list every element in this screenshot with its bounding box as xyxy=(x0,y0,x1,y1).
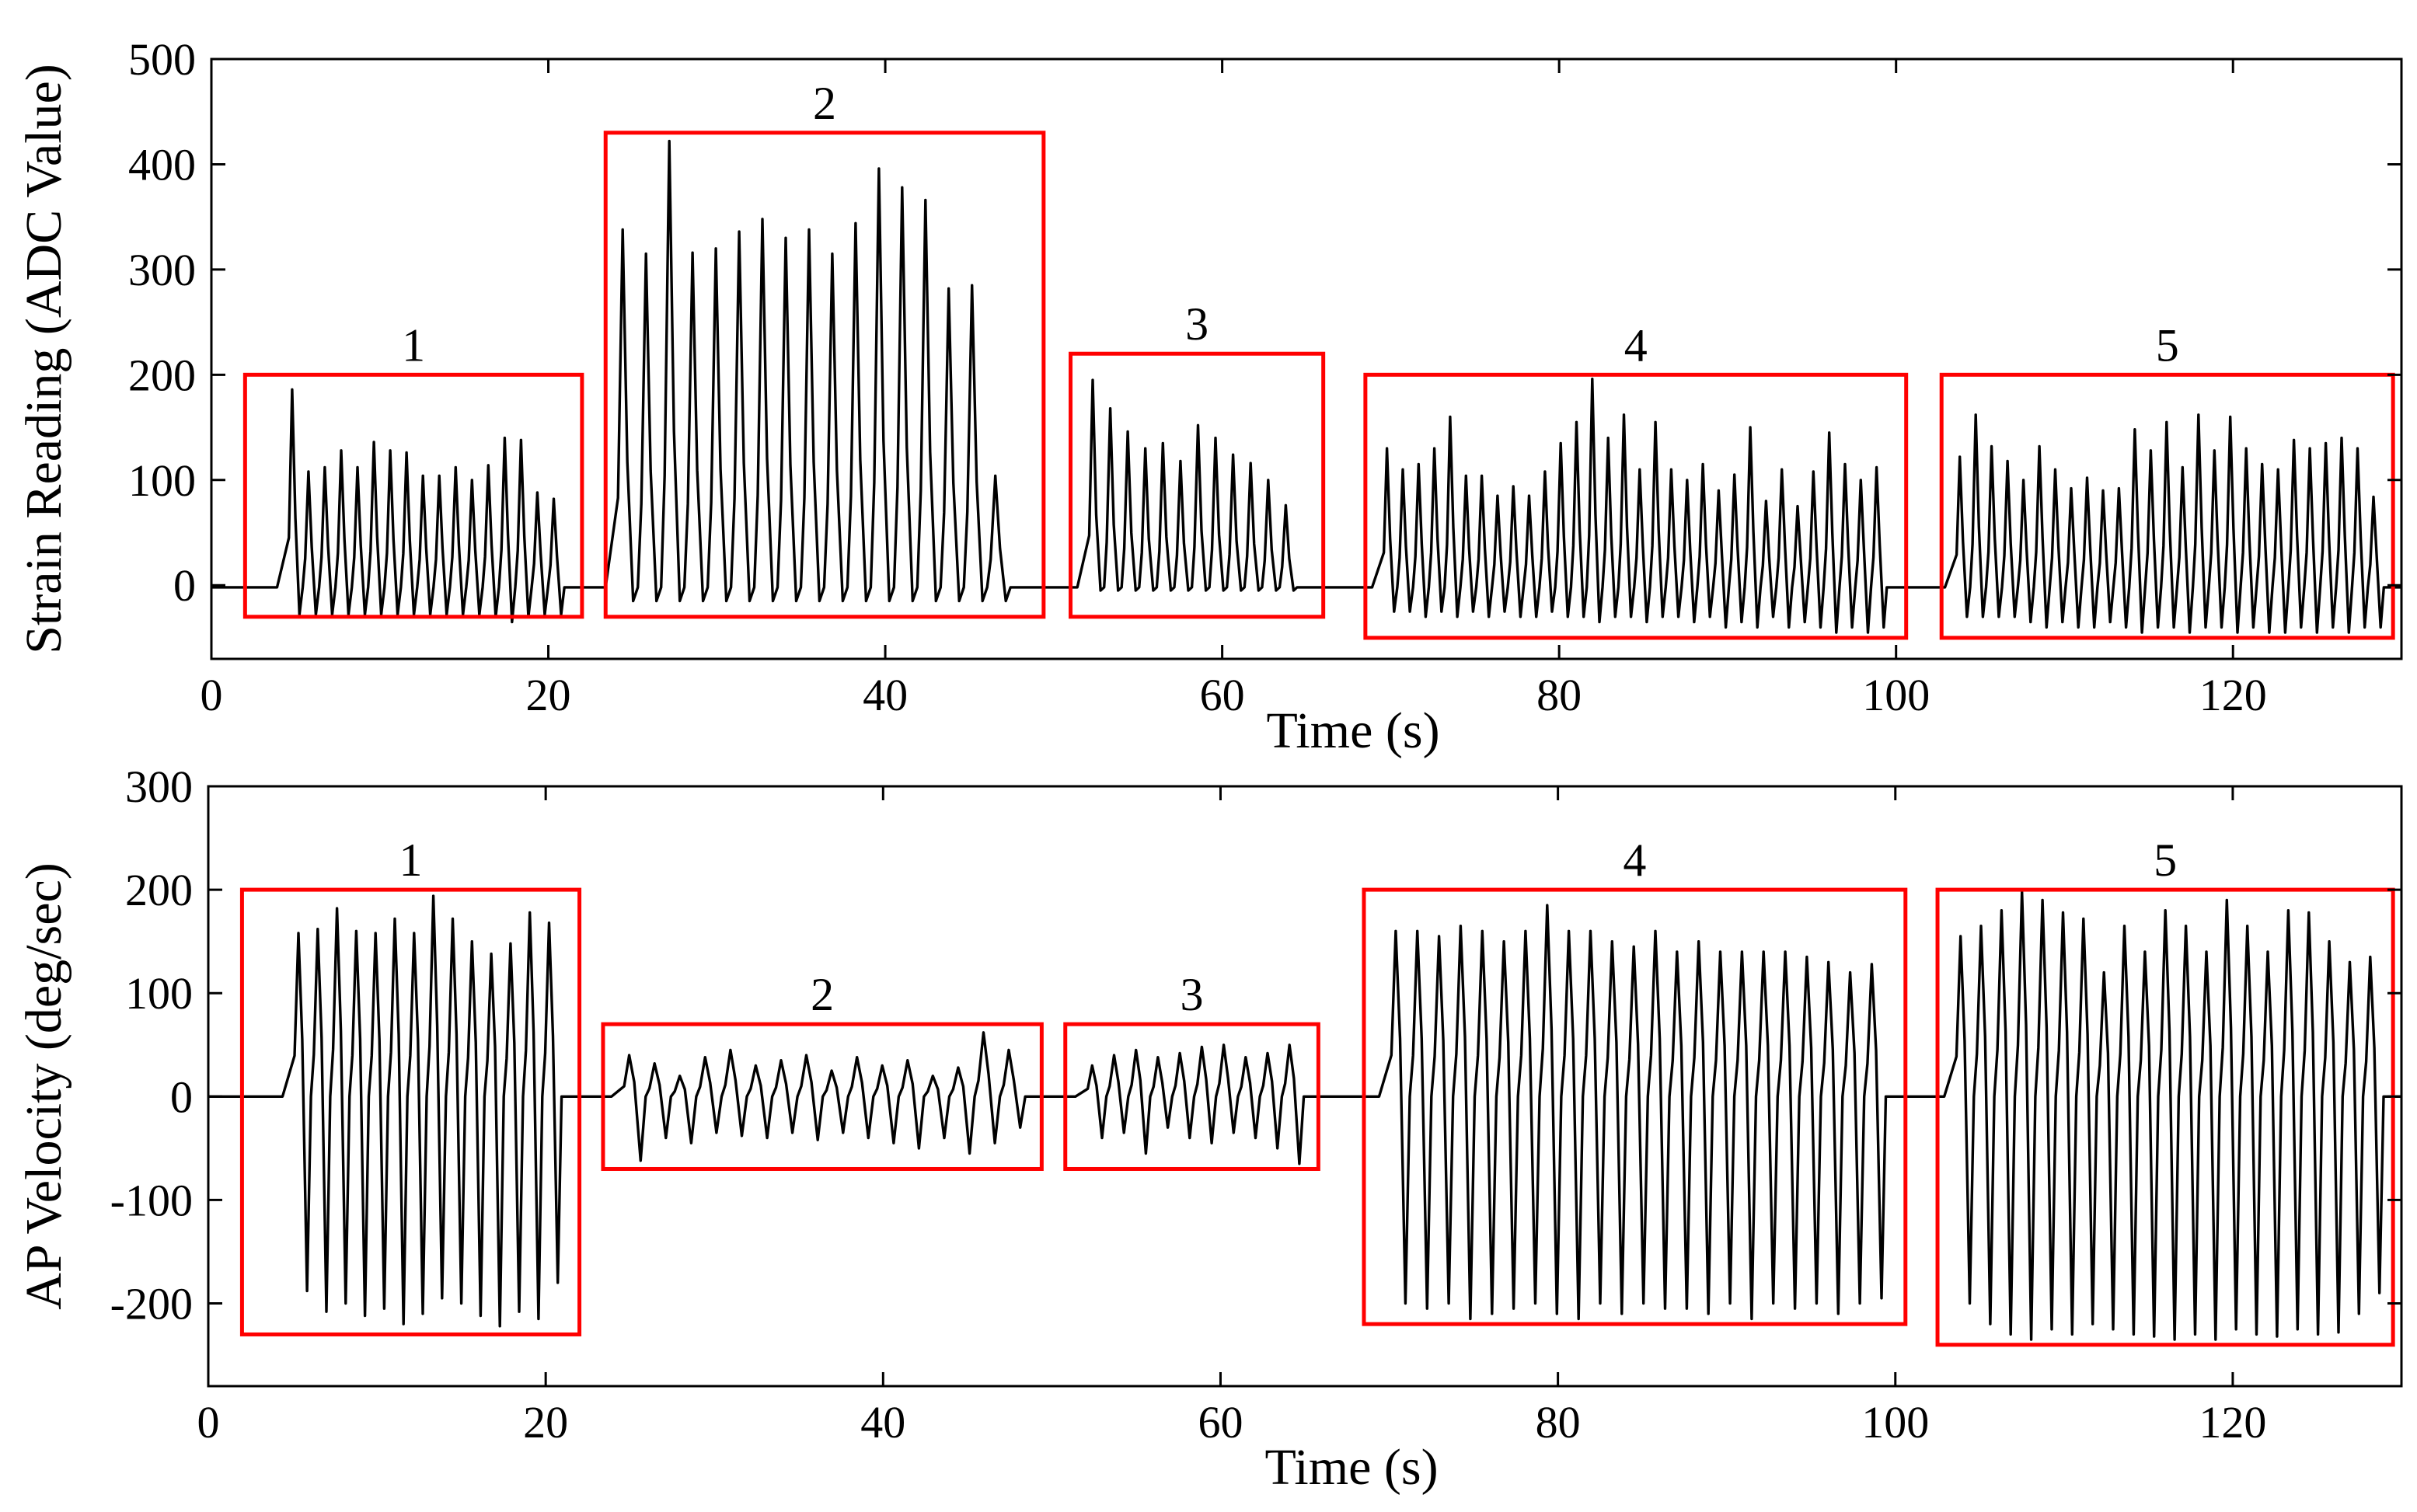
y-tick-label: 100 xyxy=(128,455,196,506)
region-label-1: 1 xyxy=(399,834,422,886)
region-label-4: 4 xyxy=(1623,834,1646,886)
x-tick-label: 80 xyxy=(1536,670,1582,720)
x-tick-label: 120 xyxy=(2199,1397,2266,1448)
x-tick-label: 60 xyxy=(1198,1397,1243,1448)
region-label-4: 4 xyxy=(1624,319,1648,371)
axes-frame xyxy=(210,57,2403,660)
x-tick-label: 20 xyxy=(526,670,571,720)
region-box-1 xyxy=(239,887,582,1336)
axes-frame xyxy=(207,785,2403,1388)
y-tick-label: 0 xyxy=(173,560,196,611)
region-box-3 xyxy=(1063,1022,1320,1171)
y-tick-label: 100 xyxy=(125,968,193,1019)
y-tick-label: 300 xyxy=(128,245,196,295)
region-label-2: 2 xyxy=(811,969,834,1020)
region-box-5 xyxy=(1939,372,2395,640)
y-axis-label: Strain Reading (ADC Value) xyxy=(16,64,72,653)
region-box-1 xyxy=(242,372,584,619)
region-label-5: 5 xyxy=(2156,319,2179,371)
region-box-4 xyxy=(1363,372,1909,640)
x-tick-label: 80 xyxy=(1536,1397,1581,1448)
ap-velocity-panel: 1 2 3 4 5 0 20 40 60 80 100 120 -200 -100 0 100 200 300 Ti… xyxy=(16,761,2403,1496)
region-label-3: 3 xyxy=(1181,969,1204,1020)
region-label-5: 5 xyxy=(2154,834,2177,886)
x-axis-label: Time (s) xyxy=(1264,1439,1438,1496)
signal-line-1-0 xyxy=(208,890,2401,1341)
x-tick-label: 60 xyxy=(1200,670,1245,720)
y-tick-label: 200 xyxy=(128,350,196,400)
x-tick-label: 40 xyxy=(860,1397,905,1448)
region-label-3: 3 xyxy=(1185,298,1208,350)
x-tick-label: 40 xyxy=(863,670,908,720)
y-tick-label: 400 xyxy=(128,139,196,190)
region-box-3 xyxy=(1069,351,1326,619)
x-tick-label: 0 xyxy=(201,670,223,720)
signal-line-0-0 xyxy=(211,139,2401,634)
x-tick-label: 120 xyxy=(2199,670,2267,720)
region-label-2: 2 xyxy=(813,78,836,129)
y-tick-label: 200 xyxy=(125,865,193,915)
x-axis-label: Time (s) xyxy=(1266,702,1439,759)
y-tick-label: -200 xyxy=(110,1279,193,1329)
y-tick-label: 500 xyxy=(128,34,196,85)
strain-panel: 1 2 3 4 5 0 20 40 60 80 100 120 0 100 200 300 400 500 Time… xyxy=(16,34,2403,759)
y-tick-label: 300 xyxy=(125,761,193,812)
y-tick-label: -100 xyxy=(110,1175,193,1225)
region-box-4 xyxy=(1362,887,1908,1326)
x-tick-label: 100 xyxy=(1862,670,1930,720)
x-tick-label: 100 xyxy=(1861,1397,1929,1448)
region-box-2 xyxy=(601,1022,1044,1171)
region-box-5 xyxy=(1935,887,2395,1347)
x-tick-label: 20 xyxy=(523,1397,568,1448)
y-tick-label: 0 xyxy=(170,1071,193,1122)
x-tick-label: 0 xyxy=(197,1397,220,1448)
region-box-2 xyxy=(603,131,1046,619)
y-axis-label: AP Velocity (deg/sec) xyxy=(16,862,72,1310)
region-label-1: 1 xyxy=(402,319,425,371)
